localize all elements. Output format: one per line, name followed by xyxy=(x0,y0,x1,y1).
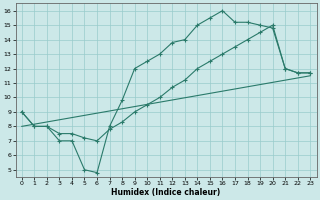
X-axis label: Humidex (Indice chaleur): Humidex (Indice chaleur) xyxy=(111,188,221,197)
